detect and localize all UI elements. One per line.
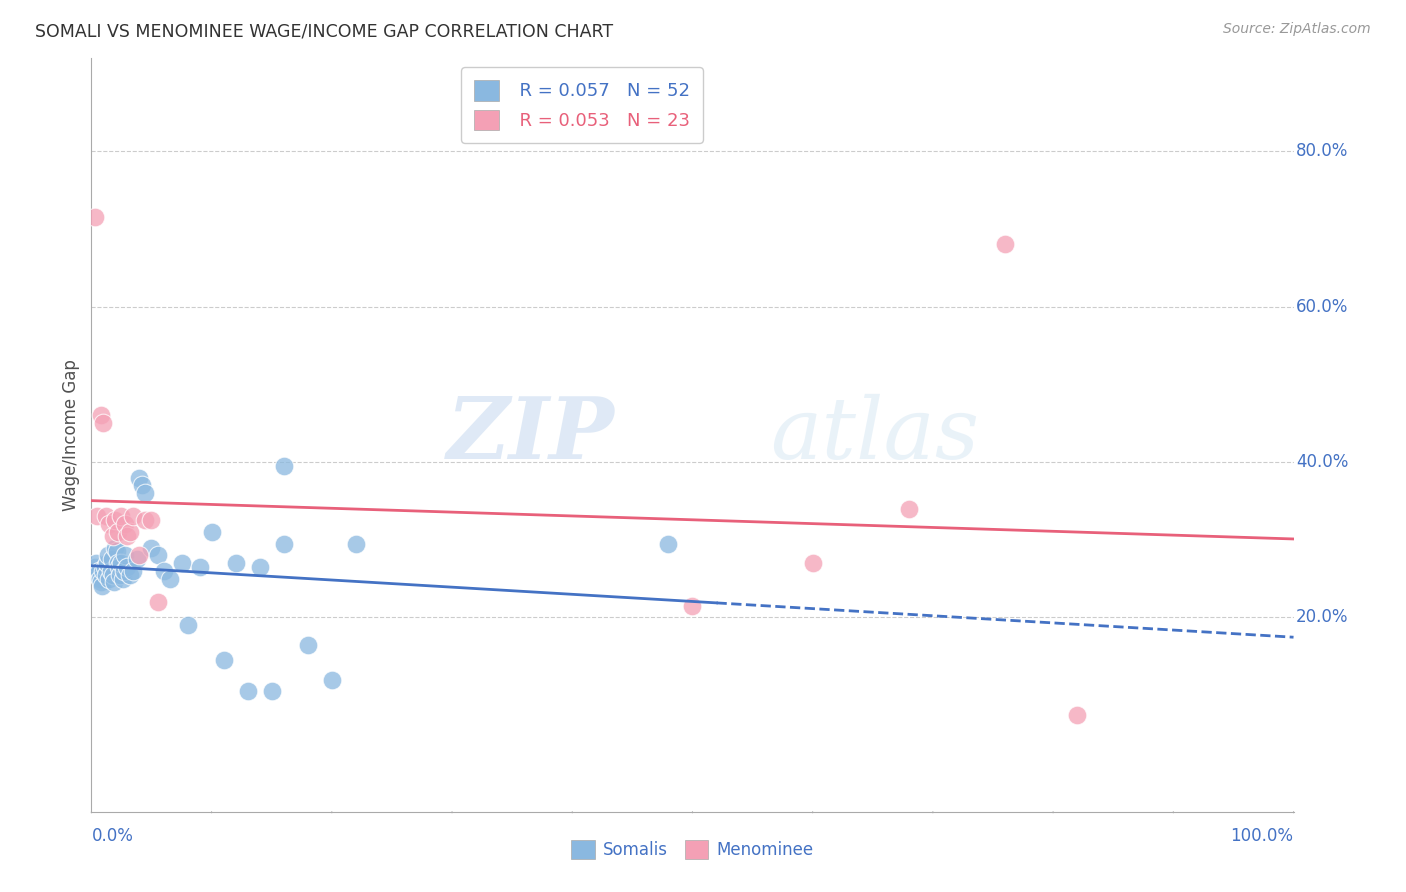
Point [201, 524, 224, 539]
Point [110, 509, 132, 524]
Point [114, 517, 136, 532]
Point [122, 509, 145, 524]
Point [1066, 707, 1088, 722]
Point [260, 684, 283, 698]
Point [94, 509, 117, 524]
Point [84, 556, 107, 570]
Point [125, 552, 148, 566]
Point [103, 575, 125, 590]
Point [152, 564, 174, 578]
Point [297, 638, 319, 652]
Point [131, 478, 153, 492]
Point [321, 673, 343, 687]
Y-axis label: Wage/Income Gap: Wage/Income Gap [62, 359, 80, 511]
Point [122, 564, 145, 578]
Point [128, 470, 150, 484]
Point [681, 599, 703, 613]
Point [101, 529, 124, 543]
Point [107, 556, 129, 570]
Point [897, 501, 920, 516]
Point [86, 509, 108, 524]
Text: 60.0%: 60.0% [1296, 298, 1348, 316]
Point [141, 541, 163, 555]
Point [100, 564, 122, 578]
Point [87, 564, 110, 578]
Point [101, 552, 124, 566]
Point [110, 567, 132, 582]
Point [118, 524, 141, 539]
Point [107, 524, 129, 539]
Text: 20.0%: 20.0% [1296, 608, 1348, 626]
Point [236, 684, 259, 698]
Point [188, 560, 211, 574]
Point [146, 595, 169, 609]
Point [249, 560, 271, 574]
Point [96, 556, 118, 570]
Point [801, 556, 824, 570]
Text: atlas: atlas [770, 393, 980, 476]
Point [93, 560, 115, 574]
Point [273, 458, 295, 473]
Point [94, 567, 117, 582]
Point [170, 556, 193, 570]
Text: 0.0%: 0.0% [91, 827, 134, 846]
Point [225, 556, 247, 570]
Point [657, 536, 679, 550]
Text: ZIP: ZIP [447, 393, 614, 476]
Point [84, 560, 107, 574]
Point [97, 549, 120, 563]
Point [176, 618, 198, 632]
Point [105, 544, 128, 558]
Point [98, 517, 121, 532]
Point [134, 486, 156, 500]
Point [118, 567, 141, 582]
Point [110, 556, 132, 570]
Point [90, 575, 112, 590]
Point [90, 409, 112, 423]
Point [91, 579, 114, 593]
Point [104, 541, 127, 555]
Text: Source: ZipAtlas.com: Source: ZipAtlas.com [1223, 22, 1371, 37]
Text: SOMALI VS MENOMINEE WAGE/INCOME GAP CORRELATION CHART: SOMALI VS MENOMINEE WAGE/INCOME GAP CORR… [35, 22, 613, 40]
Point [111, 572, 134, 586]
Point [98, 572, 121, 586]
Point [101, 567, 124, 582]
Legend: Somalis, Menominee: Somalis, Menominee [562, 831, 823, 867]
Point [114, 549, 136, 563]
Point [344, 536, 367, 550]
Point [93, 564, 115, 578]
Point [86, 567, 108, 582]
Point [141, 513, 163, 527]
Point [212, 653, 235, 667]
Point [84, 211, 107, 225]
Text: 100.0%: 100.0% [1230, 827, 1294, 846]
Point [994, 237, 1017, 252]
Point [159, 572, 181, 586]
Point [112, 564, 135, 578]
Point [104, 513, 127, 527]
Point [89, 572, 111, 586]
Point [108, 560, 131, 574]
Point [93, 416, 115, 430]
Point [273, 536, 295, 550]
Text: 80.0%: 80.0% [1296, 142, 1348, 161]
Point [128, 549, 150, 563]
Text: 40.0%: 40.0% [1296, 453, 1348, 471]
Point [117, 560, 139, 574]
Point [146, 549, 169, 563]
Point [134, 513, 156, 527]
Point [117, 529, 139, 543]
